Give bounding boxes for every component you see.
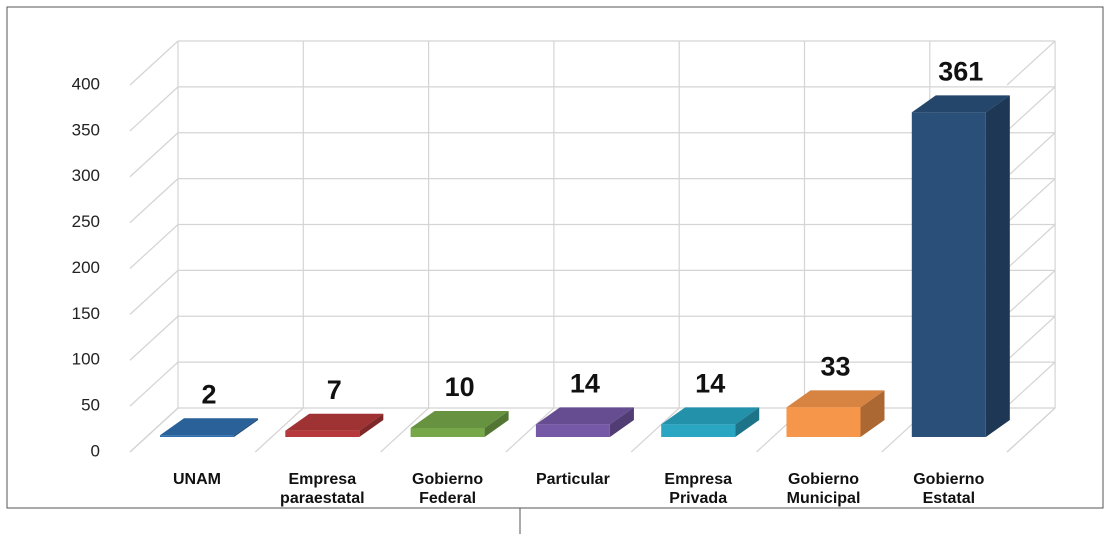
y-tick-label: 150: [72, 304, 100, 323]
bar-top-shade: [786, 390, 885, 408]
bar-side: [484, 411, 509, 437]
grid-line: [129, 178, 179, 224]
x-tick-label: Empresa Privada: [664, 471, 732, 507]
value-label: 14: [695, 369, 725, 399]
bar-side-shade: [860, 390, 885, 437]
grid-line: [129, 269, 179, 315]
grid-line: [1006, 315, 1056, 361]
bar: [535, 424, 610, 437]
grid-line: [129, 407, 179, 453]
bar-top-shade: [410, 411, 509, 429]
grid-line: [1006, 269, 1056, 315]
value-label: 33: [820, 351, 850, 381]
y-tick-label: 250: [72, 212, 100, 231]
bar-side: [609, 407, 634, 437]
value-label: 2: [201, 379, 216, 409]
bar-side-shade: [735, 407, 760, 437]
y-tick-label: 300: [72, 166, 100, 185]
floor-line: [380, 407, 430, 453]
bar-top: [285, 413, 384, 431]
grid-line: [1006, 224, 1056, 269]
bar: [911, 112, 986, 437]
floor-line: [630, 407, 680, 453]
frame: [6, 6, 1104, 509]
value-label: 14: [570, 369, 600, 399]
bar-side: [234, 418, 258, 437]
floor-line: [505, 407, 555, 453]
x-tick-label: Gobierno Federal: [412, 471, 484, 507]
y-tick-label: 200: [72, 258, 100, 277]
bar-side-shade: [985, 95, 1010, 437]
grid-line: [129, 361, 179, 407]
bar-top: [410, 411, 509, 429]
x-tick-label: UNAM: [173, 471, 221, 488]
grid-line: [1006, 86, 1056, 132]
bar-top-shade: [160, 418, 258, 436]
y-tick-label: 50: [81, 396, 100, 415]
bar-top-shade: [285, 413, 384, 431]
bar: [285, 430, 360, 437]
bar-top-shade: [911, 95, 1010, 113]
grid-line: [129, 224, 179, 269]
bar: [786, 407, 861, 437]
x-tick-label: Particular: [535, 471, 610, 488]
bar: [160, 435, 234, 437]
grid-line: [1006, 361, 1056, 407]
grid-line: [1006, 40, 1056, 86]
bar-top-shade: [535, 407, 634, 425]
grid-line: [1006, 407, 1056, 453]
bar-top: [786, 390, 885, 408]
floor-line: [254, 407, 304, 453]
bar-side-shade: [609, 407, 634, 437]
grid-line: [1006, 178, 1056, 224]
x-tick-label: Gobierno Estatal: [913, 471, 985, 507]
bar-top: [160, 418, 258, 436]
y-tick-label: 350: [72, 120, 100, 139]
bar-side-shade: [234, 418, 258, 437]
bar-side: [735, 407, 760, 437]
bar-side-shade: [484, 411, 509, 437]
x-tick-label: Gobierno Municipal: [786, 471, 861, 507]
grid-line: [129, 132, 179, 178]
y-tick-label: 100: [72, 350, 100, 369]
value-label: 7: [327, 375, 342, 405]
grid-line: [129, 315, 179, 361]
x-tick-label: Empresa paraestatal: [280, 471, 365, 507]
bar-top: [911, 95, 1010, 113]
grid-line: [1006, 132, 1056, 178]
bar-top: [661, 407, 760, 425]
bar-side: [860, 390, 885, 437]
value-label: 10: [445, 372, 475, 402]
bar-side: [359, 413, 384, 437]
value-label: 361: [938, 57, 983, 87]
y-tick-label: 400: [72, 74, 100, 93]
bar: [661, 424, 736, 437]
bar-side-shade: [359, 413, 384, 437]
y-tick-label: 0: [91, 441, 100, 460]
bar: [410, 428, 485, 437]
grid-line: [129, 86, 179, 132]
bar-top: [535, 407, 634, 425]
grid-line: [129, 40, 179, 86]
bar-side: [985, 95, 1010, 437]
bar-top-shade: [661, 407, 760, 425]
